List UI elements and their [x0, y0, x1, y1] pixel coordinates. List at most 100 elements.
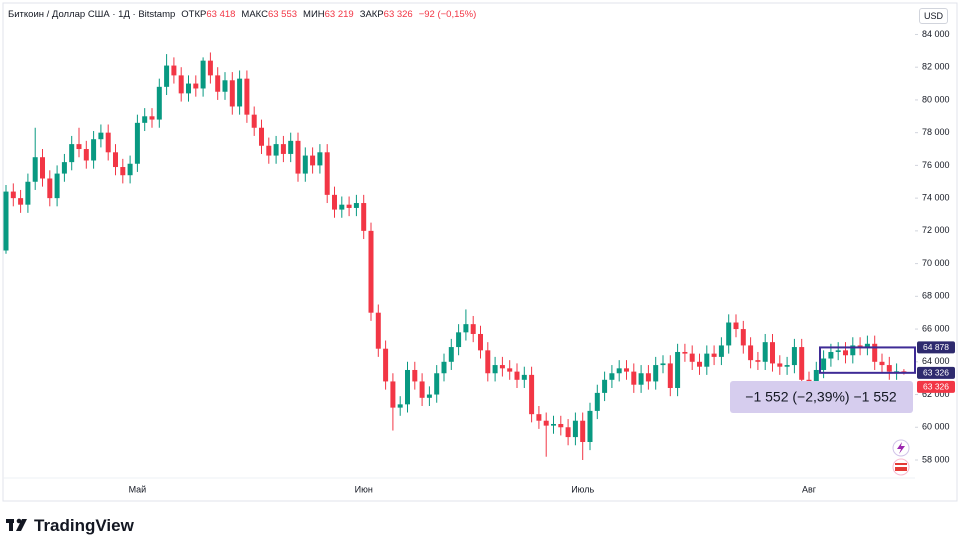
candle-body — [645, 373, 651, 382]
y-tick-label: 76 000 — [922, 160, 950, 170]
candle-body — [397, 404, 403, 408]
ohlc: МИН63 219 — [303, 9, 354, 20]
candle-body — [310, 155, 316, 166]
ohlc-value: 63 418 — [206, 9, 236, 20]
candle-body — [653, 365, 659, 382]
y-tick-label: 70 000 — [922, 258, 950, 268]
candle-body — [324, 152, 330, 195]
price-tag — [917, 380, 955, 393]
measure-text: −1 552 (−2,39%) −1 552 — [745, 389, 897, 405]
y-tick-label: 84 000 — [922, 29, 950, 39]
candle-body — [76, 144, 82, 150]
candle-body — [551, 423, 556, 426]
candle-body — [25, 181, 31, 205]
y-tick-label: 64 000 — [922, 356, 950, 366]
candle-body — [339, 204, 345, 210]
candle-body — [463, 324, 469, 333]
candle-body — [390, 381, 396, 408]
candle-body — [660, 363, 666, 366]
candle-body — [543, 420, 549, 426]
candle-body — [514, 371, 520, 380]
price-tag — [917, 366, 955, 379]
candle-body — [98, 132, 104, 140]
x-tick-label: Май — [129, 484, 147, 494]
price-tag-label: 63 326 — [923, 368, 949, 378]
y-tick-label: 74 000 — [922, 193, 950, 203]
y-tick-label: 68 000 — [922, 291, 950, 301]
frame — [2, 2, 958, 502]
candle-body — [784, 365, 790, 367]
y-tick-label: 58 000 — [922, 454, 950, 464]
candle-body — [222, 80, 228, 92]
candle-body — [616, 368, 622, 374]
candle-body — [492, 365, 498, 374]
candle-body — [879, 361, 885, 366]
currency-button[interactable]: USD — [919, 8, 949, 24]
candle-body — [843, 350, 848, 356]
candle-body — [113, 152, 118, 168]
candle-body — [368, 230, 374, 313]
side-icons[interactable] — [892, 439, 910, 476]
candle-body — [499, 365, 505, 369]
candle-body — [857, 345, 863, 348]
ohlc-value: 63 553 — [267, 9, 298, 20]
candle-body — [288, 140, 294, 154]
candle-body — [609, 373, 615, 380]
candle-body — [171, 65, 177, 76]
candle-body — [295, 140, 301, 174]
candle-body — [134, 122, 140, 164]
candle-body — [536, 414, 542, 421]
y-tick-label: 62 000 — [922, 389, 950, 399]
ohlc: ОТКР63 418 — [181, 9, 235, 20]
ohlc-value: 63 219 — [324, 9, 354, 20]
candle-body — [120, 167, 126, 176]
candle-body — [886, 365, 892, 372]
candle-body — [346, 204, 352, 208]
candle-body — [426, 394, 432, 398]
candle-body — [835, 350, 841, 352]
candle-body — [456, 332, 462, 348]
candle-body — [127, 163, 133, 176]
symbol: Биткоин / Доллар США · 1Д · Bitstamp — [8, 9, 176, 20]
y-tick-label: 82 000 — [922, 62, 950, 72]
candle-body — [602, 379, 608, 393]
price-tag-label: 63 326 — [923, 382, 949, 392]
candle-body — [193, 83, 199, 89]
ohlc-label: МИН — [303, 9, 325, 20]
y-tick-label: 78 000 — [922, 127, 950, 137]
candle-body — [412, 369, 418, 382]
candle-body — [32, 157, 38, 182]
candle-body — [142, 116, 148, 123]
candle-body — [18, 198, 24, 205]
candle-body — [521, 374, 527, 380]
candle-body — [558, 423, 564, 428]
candle-body — [361, 203, 367, 231]
change: −92 (−0,15%) — [418, 9, 477, 20]
candle-body — [353, 203, 359, 208]
candle-body — [317, 152, 323, 166]
ohlc-label: ОТКР — [181, 9, 207, 20]
y-tick-label: 72 000 — [922, 225, 950, 235]
candle-body — [149, 116, 155, 120]
candle-body — [375, 312, 381, 349]
candle-body — [186, 83, 191, 94]
candle-body — [448, 347, 454, 362]
ohlc-label: ЗАКР — [359, 9, 384, 20]
candle-body — [383, 348, 389, 382]
candle-body — [441, 361, 447, 374]
candle-body — [711, 353, 717, 357]
candle-body — [156, 86, 162, 120]
candle-body — [529, 374, 535, 415]
candle-body — [251, 114, 257, 128]
candle-body — [266, 145, 272, 156]
brand: TradingView — [34, 516, 134, 535]
ohlc: ЗАКР63 326 — [360, 9, 413, 20]
candle-body — [244, 78, 250, 115]
candle-body — [762, 342, 768, 362]
price-tag — [917, 341, 955, 354]
candle-body — [3, 191, 9, 251]
candle-body — [302, 155, 308, 174]
x-tick-label: Авг — [802, 484, 817, 494]
candle-body — [740, 329, 746, 346]
